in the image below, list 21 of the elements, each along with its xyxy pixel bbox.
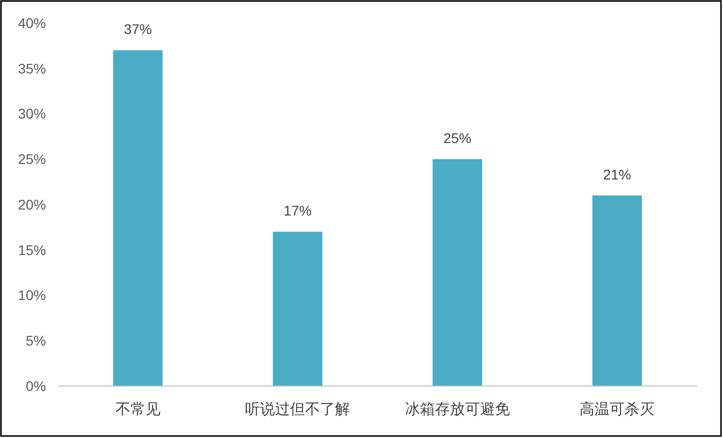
bar	[432, 159, 482, 386]
data-label: 37%	[124, 21, 152, 38]
y-tick-label: 10%	[18, 287, 46, 304]
data-label: 21%	[603, 166, 632, 182]
x-tick-label: 不常见	[115, 401, 160, 418]
y-tick-label: 40%	[18, 14, 46, 31]
y-tick-label: 5%	[26, 332, 46, 349]
y-tick-label: 15%	[18, 242, 46, 258]
x-tick-label: 高温可杀灭	[580, 401, 655, 418]
y-tick-label: 25%	[18, 151, 46, 168]
y-tick-label: 20%	[18, 196, 46, 212]
bar	[272, 232, 322, 386]
data-label: 25%	[443, 130, 472, 146]
data-label: 17%	[284, 202, 312, 219]
bar	[113, 50, 163, 386]
x-tick-label: 听说过但不了解	[245, 401, 350, 418]
y-tick-label: 30%	[18, 106, 46, 122]
y-tick-label: 35%	[18, 60, 46, 76]
x-tick-label: 冰箱存放可避免	[404, 401, 510, 418]
bar	[592, 195, 642, 386]
y-tick-label: 0%	[26, 378, 46, 394]
